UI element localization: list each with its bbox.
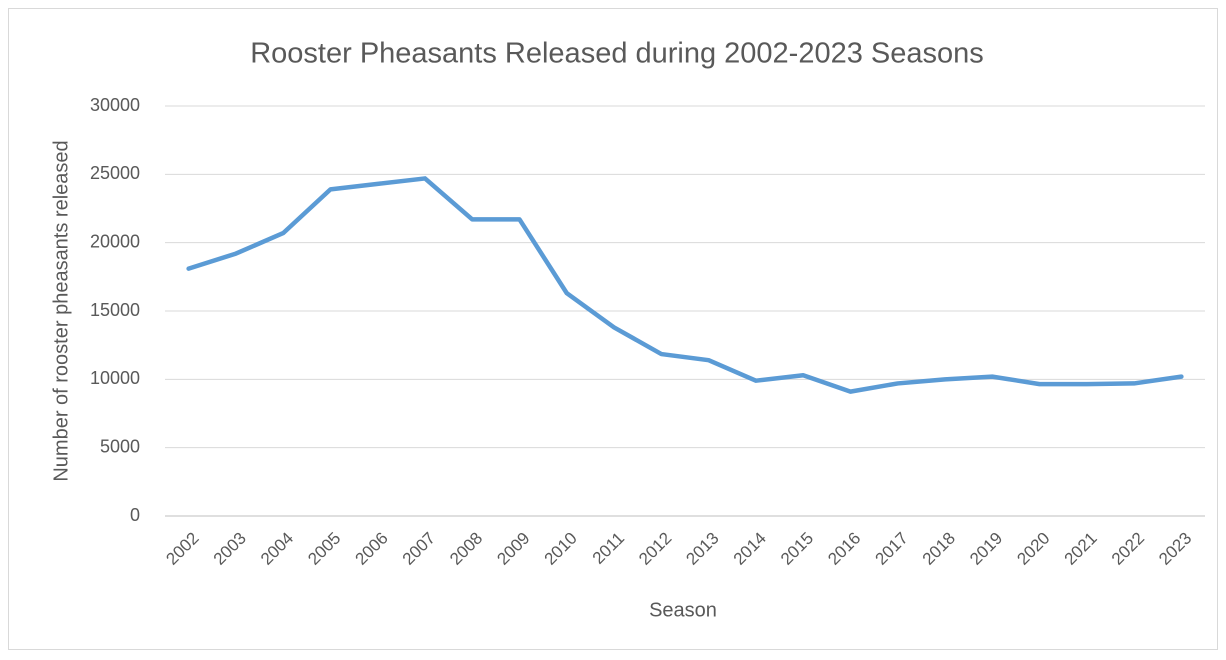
x-axis-title: Season: [649, 599, 717, 621]
y-tick-label: 10000: [90, 368, 140, 388]
y-tick-label: 15000: [90, 300, 140, 320]
chart-title: Rooster Pheasants Released during 2002-2…: [250, 38, 984, 70]
y-axis-title: Number of rooster pheasants released: [50, 140, 72, 481]
data-line: [186, 176, 1184, 394]
y-tick-label: 25000: [90, 163, 140, 183]
y-tick-label: 0: [130, 505, 140, 525]
y-tick-label: 5000: [100, 436, 140, 456]
y-tick-label: 20000: [90, 231, 140, 251]
y-tick-label: 30000: [90, 95, 140, 115]
